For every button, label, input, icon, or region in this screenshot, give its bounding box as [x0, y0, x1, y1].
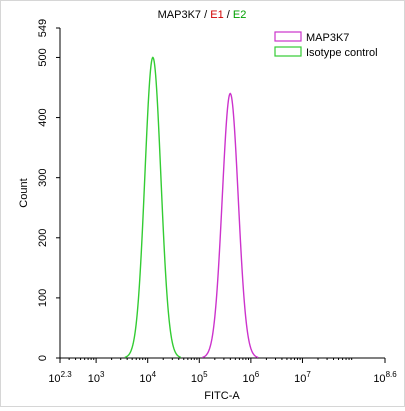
- x-tick-base: 10: [294, 373, 306, 385]
- x-tick-exp: 3: [100, 370, 105, 379]
- x-tick-base: 10: [48, 373, 60, 385]
- title-part: /: [224, 9, 233, 21]
- title-part: E2: [233, 9, 246, 21]
- x-tick-base: 10: [191, 373, 203, 385]
- x-tick-label: 102.3: [48, 370, 72, 385]
- legend-swatch: [274, 46, 302, 57]
- y-tick-label: 200: [37, 229, 49, 247]
- title-part: E1: [210, 9, 223, 21]
- x-tick-exp: 8.6: [386, 370, 398, 379]
- x-tick-label: 103: [88, 370, 105, 385]
- x-tick-exp: 5: [203, 370, 208, 379]
- x-tick-label: 105: [191, 370, 208, 385]
- x-tick-label: 107: [294, 370, 311, 385]
- x-tick-base: 10: [88, 373, 100, 385]
- y-tick-label: 549: [37, 19, 49, 37]
- legend-swatch: [274, 31, 302, 42]
- title-part: /: [201, 9, 210, 21]
- y-tick-label: 400: [37, 108, 49, 126]
- y-axis-label: Count: [18, 178, 30, 207]
- legend-label: MAP3K7: [306, 32, 349, 44]
- x-tick-label: 108.6: [373, 370, 397, 385]
- y-tick-label: 300: [37, 168, 49, 186]
- histogram-curve-isotype: [124, 56, 182, 359]
- x-tick-label: 106: [243, 370, 260, 385]
- histogram-curve-map3k7: [202, 92, 259, 359]
- x-tick-base: 10: [139, 373, 151, 385]
- x-axis-label: FITC-A: [204, 390, 240, 402]
- legend-label: Isotype control: [306, 47, 378, 59]
- x-tick-exp: 2.3: [61, 370, 73, 379]
- y-tick-label: 0: [37, 355, 49, 361]
- x-tick-exp: 6: [255, 370, 260, 379]
- chart-title: MAP3K7 / E1 / E2: [158, 9, 247, 21]
- y-tick-label: 100: [37, 289, 49, 307]
- x-tick-base: 10: [243, 373, 255, 385]
- x-tick-exp: 4: [152, 370, 157, 379]
- x-tick-base: 10: [373, 373, 385, 385]
- x-tick-exp: 7: [306, 370, 311, 379]
- title-part: MAP3K7: [158, 9, 201, 21]
- y-tick-label: 500: [37, 48, 49, 66]
- x-tick-label: 104: [139, 370, 156, 385]
